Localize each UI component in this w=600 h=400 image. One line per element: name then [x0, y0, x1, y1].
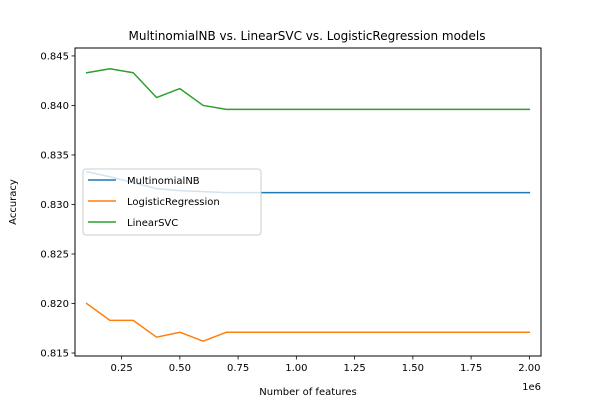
x-tick-label: 0.50	[169, 363, 191, 374]
y-axis-label: Accuracy	[8, 179, 19, 225]
y-tick-label: 0.820	[40, 299, 69, 310]
chart-title: MultinomialNB vs. LinearSVC vs. Logistic…	[128, 29, 485, 43]
y-tick-label: 0.835	[40, 150, 69, 161]
legend-box	[82, 168, 262, 236]
legend-label-logisticregression: LogisticRegression	[127, 197, 220, 208]
y-tick-label: 0.825	[40, 249, 69, 260]
y-tick-label: 0.845	[40, 51, 69, 62]
x-tick-label: 1.25	[343, 363, 365, 374]
x-tick-label: 0.75	[227, 363, 249, 374]
series-line-linearsvc	[85, 68, 531, 111]
legend-label-multinomialnb: MultinomialNB	[127, 176, 200, 187]
x-tick-label: 1.50	[402, 363, 424, 374]
series-line-logisticregression	[85, 302, 531, 342]
x-tick-label: 1.00	[285, 363, 307, 374]
legend: MultinomialNB LogisticRegression LinearSVC	[82, 168, 262, 236]
x-tick-label: 2.00	[518, 363, 540, 374]
x-axis-ticks: 0.25 0.50 0.75 1.00 1.25 1.50 1.75 2.00	[110, 356, 540, 374]
y-tick-label: 0.815	[40, 349, 69, 360]
y-tick-label: 0.840	[40, 101, 69, 112]
plot-frame	[74, 47, 542, 357]
x-axis-offset-label: 1e6	[522, 382, 541, 393]
legend-label-linearsvc: LinearSVC	[127, 218, 178, 229]
y-axis-ticks: 0.815 0.820 0.825 0.830 0.835 0.840 0.845	[40, 51, 75, 360]
x-axis-label: Number of features	[259, 387, 356, 398]
x-tick-label: 0.25	[110, 363, 132, 374]
y-tick-label: 0.830	[40, 200, 69, 211]
x-tick-label: 1.75	[460, 363, 482, 374]
